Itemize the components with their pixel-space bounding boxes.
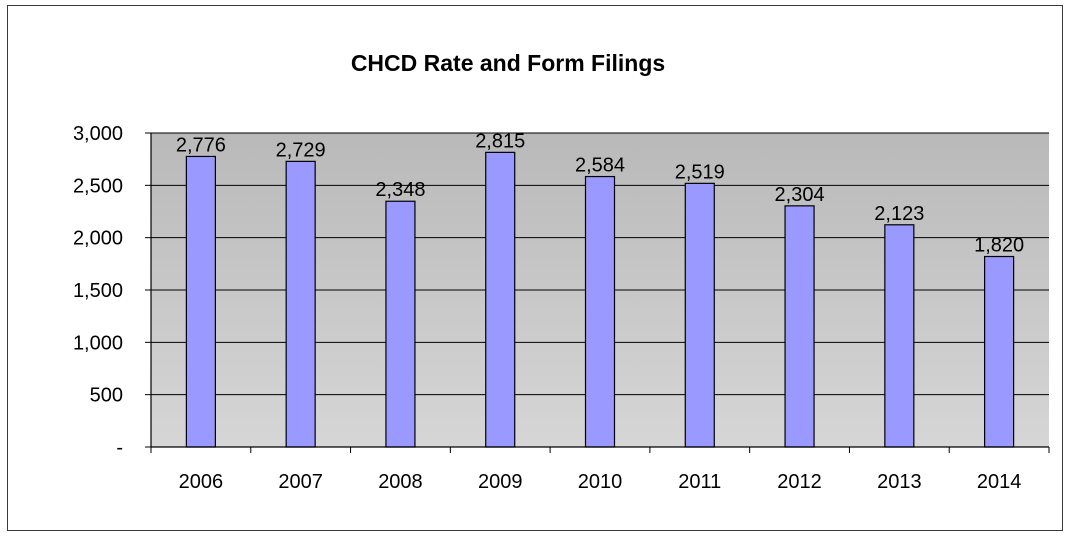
x-tick-label: 2010 [578, 471, 623, 493]
data-label: 2,776 [176, 134, 226, 156]
y-tick-label: 2,000 [73, 228, 123, 250]
x-tick-label: 2014 [977, 471, 1022, 493]
chart-title: CHCD Rate and Form Filings [351, 50, 665, 76]
bar [784, 205, 815, 448]
y-tick-label: 2,500 [73, 175, 123, 197]
bar [584, 175, 616, 448]
x-tick-label: 2006 [179, 471, 224, 493]
axes: - 500 1,000 1,500 2,000 2,500 3,000 2006 2007 200… [73, 123, 1050, 493]
x-tick-label: 2007 [278, 471, 323, 493]
data-label: 2,815 [475, 130, 525, 152]
data-label: 2,304 [775, 184, 825, 206]
x-tick-label: 2011 [678, 471, 721, 493]
x-tick-label: 2012 [777, 471, 822, 493]
data-labels: 2,776 2,729 2,348 2,815 2,584 2,519 2,304 2,123… [176, 130, 1024, 256]
bar [185, 155, 216, 448]
bar [285, 160, 316, 448]
bar [884, 224, 915, 448]
data-label: 2,123 [874, 203, 924, 225]
bar [684, 182, 715, 448]
x-tick-label: 2013 [877, 471, 922, 493]
data-label: 2,348 [375, 179, 425, 201]
data-label: 2,519 [675, 161, 725, 183]
data-label: 2,729 [276, 139, 326, 161]
x-tick-label: 2009 [478, 471, 523, 493]
y-tick-label: 3,000 [73, 123, 123, 145]
bar [385, 200, 416, 448]
y-tick-label: 1,500 [73, 280, 123, 302]
y-tick-label: - [116, 437, 123, 459]
data-label: 2,584 [575, 155, 625, 177]
bar-series [185, 151, 1015, 448]
y-tick-label: 500 [90, 385, 123, 407]
bar [984, 255, 1015, 448]
y-tick-label: 1,000 [73, 332, 123, 354]
bar [485, 151, 516, 448]
data-label: 1,820 [974, 235, 1024, 257]
x-tick-label: 2008 [378, 471, 423, 493]
